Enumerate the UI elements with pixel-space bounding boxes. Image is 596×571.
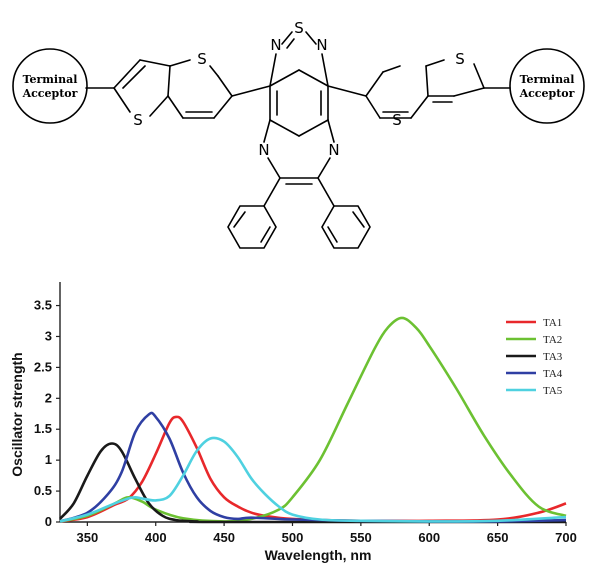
x-tick-label: 500 [282, 530, 304, 545]
terminal-acceptor-left-line1: Terminal [23, 73, 78, 86]
y-axis-title: Oscillator strength [9, 352, 25, 476]
atom-thiadiazole-n-right: N [316, 36, 327, 54]
x-axis-title: Wavelength, nm [265, 547, 372, 563]
central-benzene-ring [269, 69, 329, 137]
x-tick-label: 650 [487, 530, 509, 545]
y-tick-label: 0 [45, 514, 52, 529]
x-tick-label: 700 [555, 530, 577, 545]
atom-thiadiazole-n-left: N [270, 36, 281, 54]
atom-right-thiophene-s-top: S [455, 50, 465, 68]
x-axis-ticks: 350 400 450 500 550 600 650 700 [76, 522, 577, 545]
series-line-ta4 [59, 411, 567, 523]
phenyl-ring-left [227, 177, 281, 249]
x-tick-label: 400 [145, 530, 167, 545]
thiadiazole-ring [269, 31, 329, 87]
terminal-acceptor-right-line2: Acceptor [519, 87, 575, 100]
terminal-acceptor-right-circle [509, 48, 585, 124]
x-tick-label: 600 [418, 530, 440, 545]
phenyl-ring-right [317, 177, 371, 249]
y-tick-label: 3.5 [34, 298, 52, 313]
atom-pyrazine-n-left: N [258, 141, 269, 159]
x-tick-label: 550 [350, 530, 372, 545]
x-tick-label: 350 [76, 530, 98, 545]
atom-thiadiazole-s: S [294, 19, 304, 37]
series-line-ta2 [59, 316, 567, 523]
y-tick-label: 2.5 [34, 359, 52, 374]
y-axis-ticks: 0 0.5 1 1.5 2 2.5 3 3.5 [34, 298, 60, 529]
y-tick-label: 0.5 [34, 483, 52, 498]
atom-right-thiophene-s-bottom: S [392, 111, 402, 129]
series-lines [59, 316, 567, 524]
x-tick-label: 450 [213, 530, 235, 545]
left-thienothiophene [85, 59, 271, 119]
right-thienothiophene [327, 59, 511, 119]
molecule-structure [12, 31, 585, 249]
y-tick-label: 2 [45, 390, 52, 405]
atom-left-thiophene-s-bottom: S [133, 111, 143, 129]
legend-label-ta5: TA5 [543, 385, 563, 397]
terminal-acceptor-right-label: Terminal Acceptor [519, 73, 575, 100]
atom-left-thiophene-s-top: S [197, 50, 207, 68]
legend: TA1 TA2 TA3 TA4 TA5 [506, 317, 563, 397]
series-line-ta5 [59, 436, 567, 523]
y-tick-label: 1.5 [34, 421, 52, 436]
series-line-ta3 [59, 442, 566, 524]
legend-label-ta2: TA2 [543, 334, 562, 346]
legend-label-ta3: TA3 [543, 351, 563, 363]
oscillator-strength-chart: 0 0.5 1 1.5 2 2.5 3 3.5 350 400 450 500 550 600 650 70… [9, 282, 577, 563]
atom-labels: S N N N N S S S S [133, 19, 465, 159]
atom-pyrazine-n-right: N [328, 141, 339, 159]
legend-label-ta4: TA4 [543, 368, 563, 380]
pyrazine-ring [263, 119, 335, 185]
legend-label-ta1: TA1 [543, 317, 562, 329]
terminal-acceptor-left-circle [12, 48, 88, 124]
y-tick-label: 1 [45, 452, 52, 467]
y-tick-label: 3 [45, 328, 52, 343]
terminal-acceptor-left-label: Terminal Acceptor [22, 73, 78, 100]
terminal-acceptor-right-line1: Terminal [520, 73, 575, 86]
terminal-acceptor-left-line2: Acceptor [22, 87, 78, 100]
